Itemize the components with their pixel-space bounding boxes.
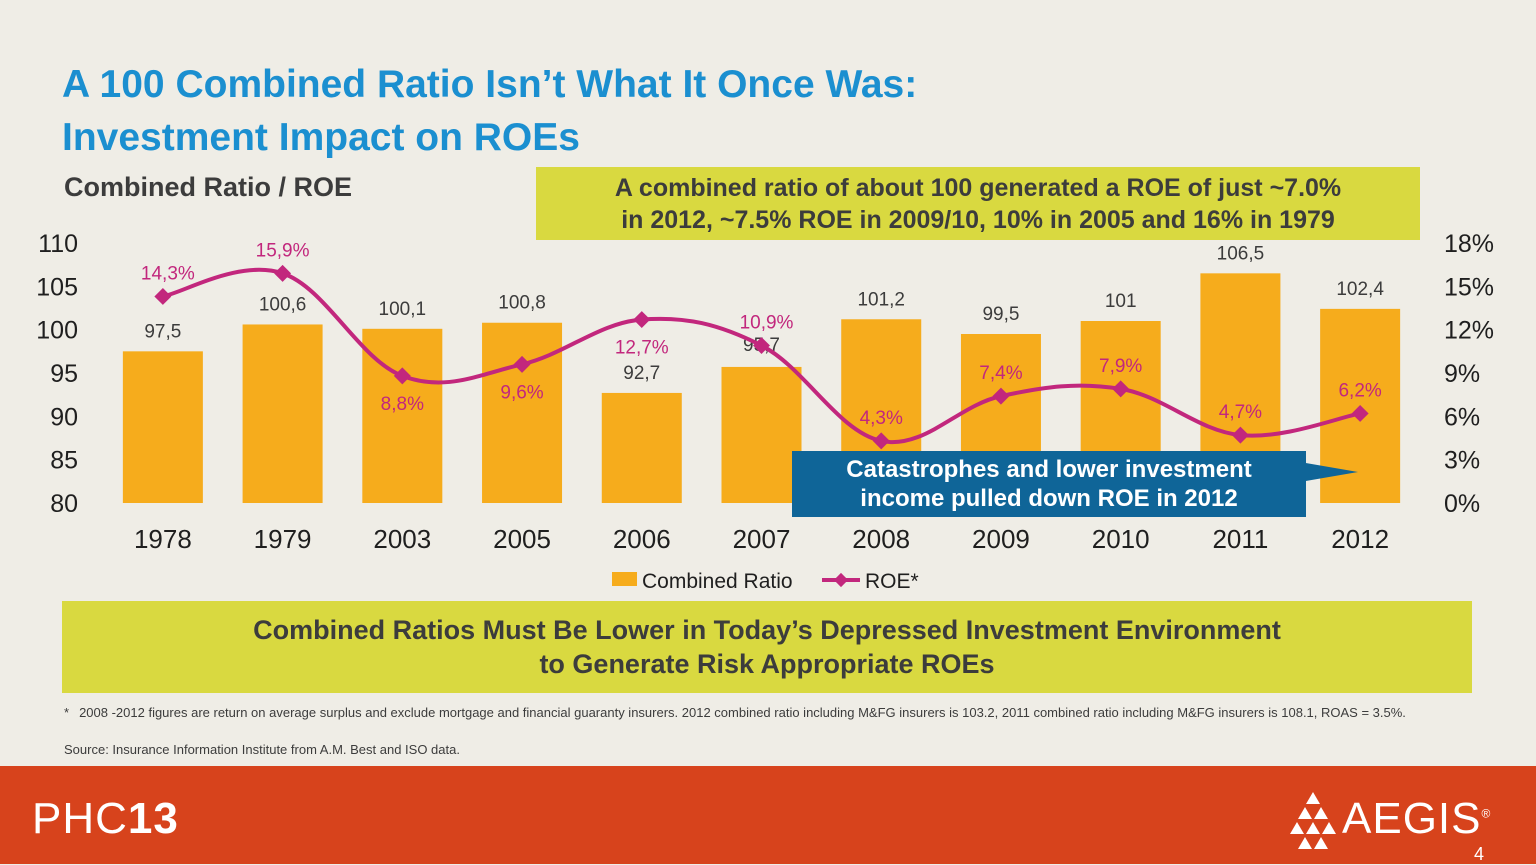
legend-line-label: ROE* xyxy=(865,570,919,593)
x-tick-label: 2011 xyxy=(1212,524,1268,554)
catastrophe-callout-line-1: Catastrophes and lower investment xyxy=(846,456,1252,483)
y-left-tick-label: 95 xyxy=(50,360,78,388)
roe-data-label: 12,7% xyxy=(615,338,669,359)
roe-data-label: 7,9% xyxy=(1099,356,1142,377)
registered-mark: ® xyxy=(1481,806,1492,821)
x-tick-label: 2007 xyxy=(733,524,791,554)
x-tick-label: 1979 xyxy=(254,524,312,554)
event-logo: PHC13 xyxy=(32,794,179,844)
roe-data-label: 8,8% xyxy=(381,394,424,415)
y-right-tick-label: 9% xyxy=(1444,360,1480,388)
x-tick-label: 1978 xyxy=(134,524,192,554)
catastrophe-callout: Catastrophes and lower investment income… xyxy=(792,451,1306,517)
x-tick-label: 2008 xyxy=(852,524,910,554)
brand-text: AEGIS xyxy=(1342,794,1482,843)
x-tick-label: 2009 xyxy=(972,524,1030,554)
callout-line-1: A combined ratio of about 100 generated … xyxy=(614,174,1342,202)
y-left-tick-label: 90 xyxy=(50,403,78,431)
bar-combined-ratio-1978 xyxy=(122,351,203,503)
roe-data-label: 15,9% xyxy=(256,240,310,261)
callout-arrow xyxy=(1300,462,1358,482)
x-tick-label: 2005 xyxy=(493,524,551,554)
y-right-tick-label: 3% xyxy=(1444,447,1480,475)
pyramid-icon xyxy=(1290,792,1336,849)
roe-point-2003 xyxy=(393,367,411,385)
bar-data-label: 101 xyxy=(1105,291,1137,312)
roe-point-1978 xyxy=(154,287,172,305)
y-left-tick-label: 105 xyxy=(36,273,78,301)
roe-data-label: 10,9% xyxy=(740,313,794,334)
x-tick-label: 2006 xyxy=(613,524,671,554)
bar-data-label: 102,4 xyxy=(1336,279,1384,300)
bar-data-label: 100,6 xyxy=(259,294,307,315)
bar-combined-ratio-2005 xyxy=(482,322,563,503)
roe-data-label: 7,4% xyxy=(979,363,1022,384)
bar-combined-ratio-2007 xyxy=(721,366,802,503)
source-note: Source: Insurance Information Institute … xyxy=(64,742,460,757)
legend-bar-swatch xyxy=(612,572,637,586)
combined-ratio-roe-chart: 80 85 90 95 100 105 110 0% 3% 6% 9% 12% 15% 18% 97,5 10… xyxy=(36,230,1494,593)
callout-line-2: in 2012, ~7.5% ROE in 2009/10, 10% in 20… xyxy=(621,206,1335,234)
x-tick-label: 2010 xyxy=(1092,524,1150,554)
roe-point-2008 xyxy=(872,432,890,450)
brand-logo: AEGIS® xyxy=(1288,790,1518,854)
roe-data-label: 4,7% xyxy=(1219,402,1262,423)
bar-data-label: 92,7 xyxy=(623,363,660,384)
page-number: 4 xyxy=(1474,844,1485,864)
footnote-mark: * xyxy=(64,705,70,720)
roe-point-1979 xyxy=(274,264,292,282)
bar-combined-ratio-1979 xyxy=(242,324,323,503)
bar-data-label: 99,5 xyxy=(982,304,1019,325)
y-right-tick-label: 6% xyxy=(1444,403,1480,431)
y-left-tick-label: 85 xyxy=(50,447,78,475)
footer-bar: PHC13 AEGIS® 4 xyxy=(0,766,1536,864)
chart-subtitle: Combined Ratio / ROE xyxy=(64,172,353,202)
y-left-tick-label: 80 xyxy=(50,490,78,518)
roe-point-2005 xyxy=(513,355,531,373)
y-right-tick-label: 0% xyxy=(1444,490,1480,518)
catastrophe-callout-line-2: income pulled down ROE in 2012 xyxy=(860,485,1238,512)
y-right-tick-label: 12% xyxy=(1444,317,1494,345)
bar-data-label: 100,8 xyxy=(498,293,546,314)
roe-data-label: 9,6% xyxy=(500,382,543,403)
roe-summary-callout: A combined ratio of about 100 generated … xyxy=(536,167,1420,240)
footnote: * 2008 -2012 figures are return on averag… xyxy=(64,705,1484,720)
y-right-tick-label: 15% xyxy=(1444,273,1494,301)
x-tick-label: 2003 xyxy=(373,524,431,554)
legend-bar-label: Combined Ratio xyxy=(642,570,793,593)
bar-combined-ratio-2006 xyxy=(601,392,682,503)
legend-line-marker xyxy=(833,572,849,588)
y-left-tick-label: 110 xyxy=(38,230,78,258)
bar-data-label: 101,2 xyxy=(857,289,905,310)
banner-line-1: Combined Ratios Must Be Lower in Today’s… xyxy=(253,615,1281,645)
roe-data-label: 6,2% xyxy=(1338,380,1381,401)
event-logo-bold: 13 xyxy=(127,794,179,843)
roe-point-2007 xyxy=(753,337,770,355)
page-title: A 100 Combined Ratio Isn’t What It Once … xyxy=(62,58,917,164)
roe-data-label: 4,3% xyxy=(860,408,903,429)
roe-data-label: 14,3% xyxy=(141,263,195,284)
bar-data-label: 106,5 xyxy=(1217,243,1265,264)
conclusion-banner: Combined Ratios Must Be Lower in Today’s… xyxy=(62,601,1472,693)
title-line-1: A 100 Combined Ratio Isn’t What It Once … xyxy=(62,63,918,106)
banner-line-2: to Generate Risk Appropriate ROEs xyxy=(539,649,995,679)
bar-data-label: 97,5 xyxy=(144,321,181,342)
title-line-2: Investment Impact on ROEs xyxy=(62,116,580,159)
bar-data-label: 100,1 xyxy=(379,299,427,320)
y-right-tick-label: 18% xyxy=(1444,230,1494,258)
roe-point-2009 xyxy=(992,387,1010,405)
footnote-text: 2008 -2012 figures are return on average… xyxy=(79,705,1406,720)
x-tick-label: 2012 xyxy=(1331,524,1389,554)
roe-point-2006 xyxy=(633,311,651,329)
y-left-tick-label: 100 xyxy=(36,317,78,345)
event-logo-light: PHC xyxy=(32,794,128,843)
brand-name: AEGIS® xyxy=(1342,794,1491,844)
